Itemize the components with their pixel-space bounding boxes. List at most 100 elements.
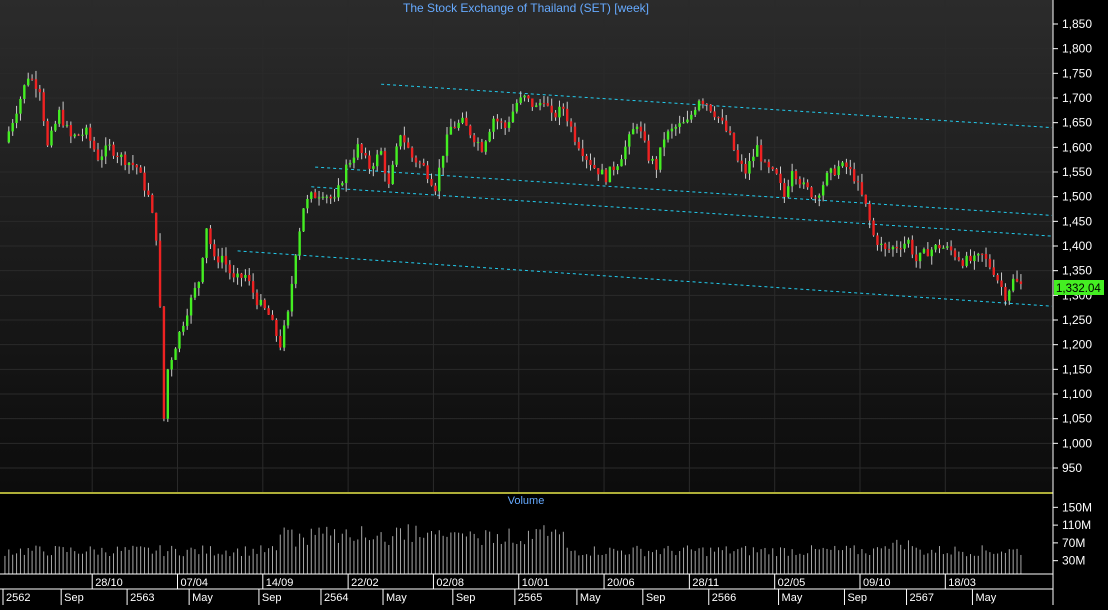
candle-down [42, 92, 45, 122]
candle-down [410, 147, 414, 158]
candle-down [728, 130, 732, 134]
price-tick-label: 1,100 [1062, 387, 1092, 401]
price-tick-label: 1,800 [1062, 42, 1092, 56]
candle-up [54, 123, 57, 131]
candle-down [872, 220, 875, 236]
chart-title: The Stock Exchange of Thailand (SET) [we… [403, 1, 649, 15]
candle-up [205, 228, 208, 258]
candle-up [651, 158, 654, 161]
candle-down [472, 135, 476, 143]
candle-down [849, 166, 852, 170]
candle-down [810, 187, 813, 198]
candle-up [7, 131, 11, 143]
price-tick-label: 950 [1062, 461, 1082, 475]
candle-up [317, 197, 321, 199]
period-tick-label: May [192, 592, 213, 604]
candle-up [11, 122, 14, 132]
date-tick-label: 09/10 [863, 577, 891, 589]
candle-up [891, 246, 895, 250]
grid-lines [0, 0, 1053, 492]
candle-up [461, 117, 464, 123]
candle-down [123, 154, 127, 166]
candle-down [271, 314, 274, 320]
candle-up [120, 154, 123, 158]
candle-up [325, 196, 328, 198]
date-tick-label: 02/08 [436, 577, 464, 589]
candle-down [1000, 280, 1003, 287]
candle-down [240, 273, 243, 278]
price-tick-label: 1,600 [1062, 140, 1092, 154]
candle-down [771, 167, 774, 170]
candle-up [259, 299, 263, 306]
candle-up [802, 182, 805, 185]
candle-down [503, 122, 507, 128]
candle-down [383, 151, 387, 174]
candle-down [500, 121, 503, 123]
price-tick-label: 1,750 [1062, 66, 1092, 80]
candle-up [534, 105, 538, 107]
candle-up [538, 102, 542, 106]
candle-down [329, 196, 332, 199]
candle-up [973, 255, 976, 262]
candle-up [81, 134, 84, 136]
candle-up [907, 239, 910, 244]
volume-tick-label: 70M [1062, 536, 1085, 550]
candle-up [670, 128, 674, 132]
candle-up [488, 131, 491, 142]
candle-down [430, 179, 433, 186]
period-tick-label: 2566 [712, 592, 736, 604]
candle-down [465, 117, 468, 126]
period-tick-label: Sep [456, 592, 476, 604]
candle-up [918, 252, 922, 262]
candle-up [558, 106, 561, 118]
candle-up [50, 130, 53, 146]
candle-up [27, 78, 30, 86]
candle-down [77, 134, 80, 136]
candle-down [267, 308, 270, 315]
candle-up [678, 123, 681, 127]
price-tick-label: 1,400 [1062, 239, 1092, 253]
candle-up [616, 166, 619, 171]
price-tick-label: 1,200 [1062, 338, 1092, 352]
candle-up [484, 141, 487, 152]
candle-down [612, 166, 615, 171]
candle-down [949, 246, 953, 251]
candle-down [725, 120, 728, 131]
period-tick-label: Sep [847, 592, 867, 604]
candle-down [798, 179, 802, 185]
candle-up [1011, 278, 1015, 291]
candle-down [992, 267, 995, 275]
date-tick-label: 20/06 [607, 577, 635, 589]
candle-up [85, 127, 88, 135]
candle-up [310, 192, 313, 199]
candle-up [399, 135, 402, 147]
candle-up [189, 297, 193, 316]
candle-up [511, 111, 515, 123]
candle-down [1015, 278, 1019, 282]
trendline [311, 186, 1052, 237]
candle-down [953, 250, 957, 258]
candle-down [1019, 281, 1023, 285]
candle-up [395, 146, 398, 165]
candle-down [740, 160, 743, 164]
candle-up [635, 126, 639, 130]
candle-up [449, 126, 453, 135]
candle-up [100, 156, 104, 161]
candle-down [845, 162, 848, 167]
candle-up [298, 231, 301, 256]
candle-down [604, 169, 608, 183]
candle-down [593, 164, 596, 169]
candle-up [282, 325, 286, 348]
candle-down [775, 169, 778, 174]
candle-down [581, 148, 584, 157]
candle-up [170, 359, 173, 370]
candle-up [620, 159, 623, 167]
candle-up [294, 255, 297, 284]
price-tick-label: 1,850 [1062, 17, 1092, 31]
candle-up [818, 195, 821, 198]
volume-title: Volume [508, 495, 545, 507]
candle-down [139, 167, 142, 173]
period-tick-label: May [782, 592, 803, 604]
candle-up [608, 166, 612, 183]
